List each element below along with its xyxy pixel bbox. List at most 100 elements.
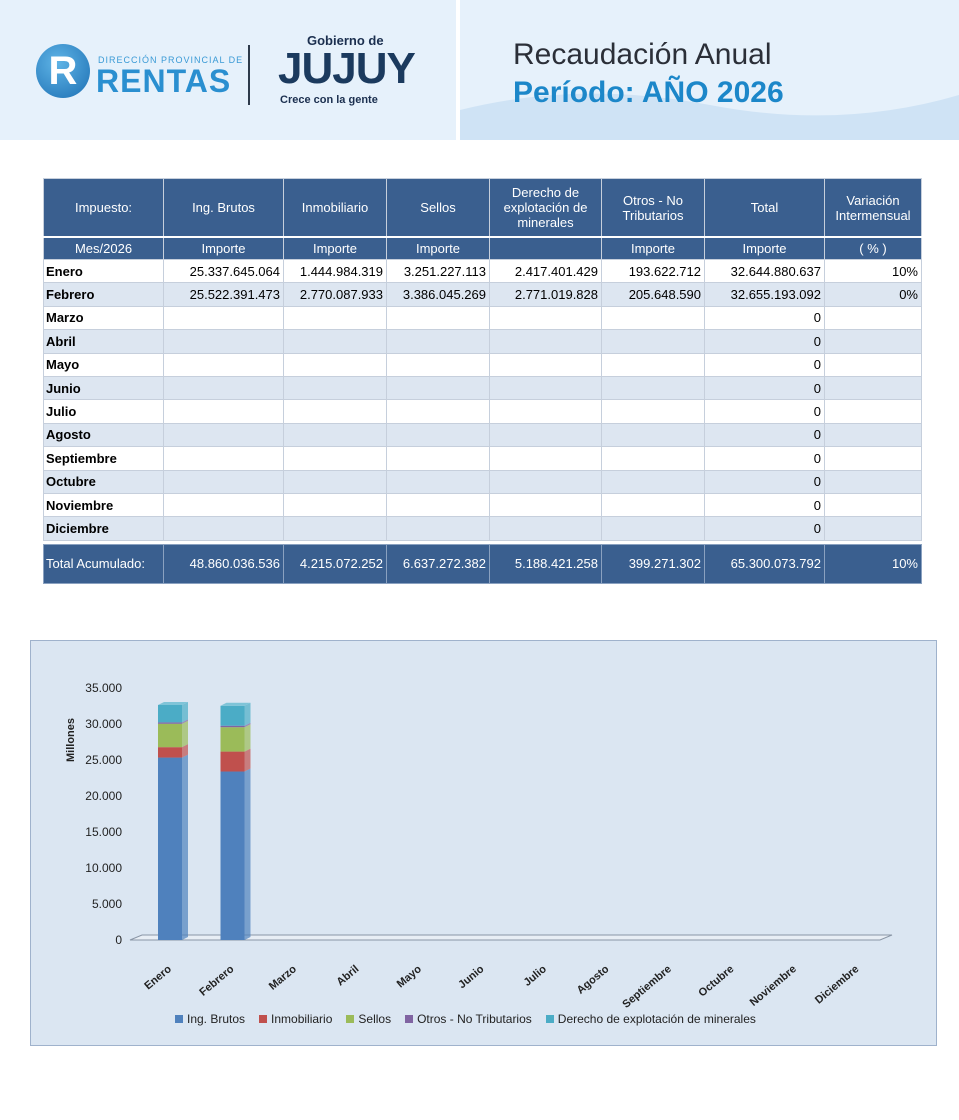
value-cell bbox=[283, 422, 387, 448]
month-cell: Noviembre bbox=[43, 492, 164, 518]
column-subheader: Importe bbox=[386, 236, 490, 260]
page-title: Recaudación Anual bbox=[513, 38, 772, 71]
value-cell bbox=[601, 375, 705, 401]
bar-segment bbox=[158, 757, 182, 940]
value-cell bbox=[386, 305, 490, 331]
value-cell: 0 bbox=[704, 446, 825, 471]
month-cell: Mayo bbox=[43, 352, 164, 377]
value-cell bbox=[386, 469, 490, 494]
month-cell: Enero bbox=[43, 258, 164, 284]
y-tick-label: 20.000 bbox=[85, 789, 122, 803]
value-cell: 2.770.087.933 bbox=[283, 282, 387, 307]
value-cell: 0% bbox=[824, 282, 922, 307]
bar-segment bbox=[158, 722, 182, 724]
legend-label: Otros - No Tributarios bbox=[417, 1012, 532, 1026]
value-cell bbox=[824, 422, 922, 448]
table-row: Enero 25.337.645.064 1.444.984.319 3.251.22… bbox=[43, 258, 922, 284]
spacer bbox=[43, 540, 922, 545]
value-cell bbox=[601, 492, 705, 518]
value-cell bbox=[163, 422, 284, 448]
y-tick-label: 15.000 bbox=[85, 825, 122, 839]
value-cell: 2.417.401.429 bbox=[489, 258, 602, 284]
legend-label: Sellos bbox=[358, 1012, 392, 1026]
gobierno-label: Gobierno de bbox=[307, 33, 384, 48]
legend-item: Sellos bbox=[346, 1012, 391, 1026]
value-cell bbox=[283, 399, 387, 424]
legend-swatch bbox=[545, 1015, 554, 1023]
table-row: Septiembre 0 bbox=[43, 446, 922, 471]
value-cell: 0 bbox=[704, 516, 825, 541]
legend-item: Otros - No Tributarios bbox=[405, 1012, 532, 1026]
bar-segment-side bbox=[244, 748, 251, 772]
bar-segment bbox=[220, 725, 245, 728]
table-row: Noviembre 0 bbox=[43, 492, 922, 518]
value-cell bbox=[283, 305, 387, 331]
value-cell bbox=[163, 399, 284, 424]
column-header: Derecho de explotación de minerales bbox=[489, 178, 602, 238]
table-row: Octubre 0 bbox=[43, 469, 922, 494]
legend-swatch bbox=[259, 1015, 268, 1023]
month-cell: Diciembre bbox=[43, 516, 164, 541]
table-row: Febrero 25.522.391.473 2.770.087.933 3.386.… bbox=[43, 282, 922, 307]
value-cell bbox=[601, 329, 705, 354]
value-cell bbox=[824, 305, 922, 331]
bar-segment bbox=[220, 771, 245, 940]
total-cell: 5.188.421.258 bbox=[489, 543, 602, 584]
legend-label: Derecho de explotación de minerales bbox=[557, 1012, 756, 1026]
bar-segment-side bbox=[244, 722, 251, 728]
total-cell: 6.637.272.382 bbox=[386, 543, 490, 584]
x-tick-label: Febrero bbox=[197, 963, 236, 999]
table-row: Abril 0 bbox=[43, 329, 922, 354]
value-cell bbox=[386, 352, 490, 377]
value-cell bbox=[824, 399, 922, 424]
table-row: Diciembre 0 bbox=[43, 516, 922, 541]
rentas-logo-icon: R bbox=[36, 44, 90, 98]
y-tick-label: 35.000 bbox=[85, 681, 122, 695]
value-cell: 0 bbox=[704, 422, 825, 448]
value-cell: 0 bbox=[704, 469, 825, 494]
revenue-table: Impuesto: Ing. Brutos Inmobiliario Sellos De… bbox=[43, 178, 922, 584]
bar-segment-side bbox=[244, 724, 251, 752]
value-cell bbox=[283, 469, 387, 494]
x-tick-label: Septiembre bbox=[620, 963, 674, 1011]
bar-top bbox=[158, 701, 188, 705]
month-cell: Abril bbox=[43, 329, 164, 354]
value-cell bbox=[489, 446, 602, 471]
value-cell bbox=[824, 375, 922, 401]
value-cell bbox=[386, 516, 490, 541]
value-cell bbox=[601, 422, 705, 448]
bar-segment bbox=[220, 751, 245, 772]
x-tick-label: Octubre bbox=[696, 963, 736, 999]
month-cell: Marzo bbox=[43, 305, 164, 331]
value-cell bbox=[386, 446, 490, 471]
value-cell: 2.771.019.828 bbox=[489, 282, 602, 307]
value-cell bbox=[824, 352, 922, 377]
value-cell bbox=[601, 399, 705, 424]
value-cell bbox=[283, 352, 387, 377]
value-cell bbox=[489, 329, 602, 354]
value-cell: 0 bbox=[704, 352, 825, 377]
value-cell bbox=[489, 305, 602, 331]
value-cell: 3.386.045.269 bbox=[386, 282, 490, 307]
legend-item: Inmobiliario bbox=[259, 1012, 332, 1026]
value-cell bbox=[386, 492, 490, 518]
total-cell: 4.215.072.252 bbox=[283, 543, 387, 584]
value-cell: 25.337.645.064 bbox=[163, 258, 284, 284]
bar-segment-side bbox=[182, 754, 188, 940]
value-cell: 32.644.880.637 bbox=[704, 258, 825, 284]
total-row: Total Acumulado: 48.860.036.536 4.215.072.… bbox=[43, 543, 922, 584]
value-cell bbox=[163, 469, 284, 494]
total-cell: 65.300.073.792 bbox=[704, 543, 825, 584]
table-row: Mayo 0 bbox=[43, 352, 922, 377]
column-subheader: Importe bbox=[704, 236, 825, 260]
value-cell bbox=[489, 399, 602, 424]
value-cell: 10% bbox=[824, 258, 922, 284]
column-header: Otros - No Tributarios bbox=[601, 178, 705, 238]
bar-segment-side bbox=[182, 720, 188, 748]
month-cell: Febrero bbox=[43, 282, 164, 307]
column-header: Impuesto: bbox=[43, 178, 164, 238]
value-cell bbox=[601, 516, 705, 541]
total-cell: 48.860.036.536 bbox=[163, 543, 284, 584]
bar-segment-side bbox=[182, 701, 188, 723]
bar-segment-side bbox=[182, 719, 188, 724]
